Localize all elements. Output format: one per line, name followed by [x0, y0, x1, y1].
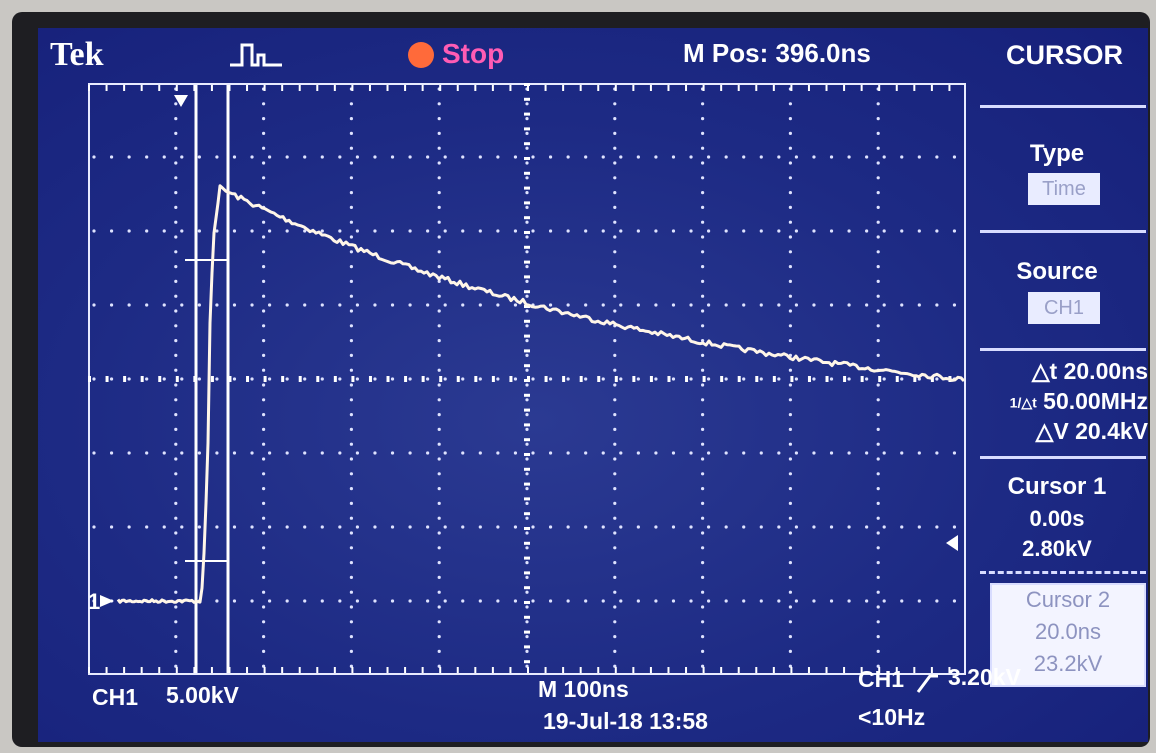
cursor1-value: 2.80kV: [1022, 536, 1092, 561]
trigger-frequency: <10Hz: [858, 704, 926, 730]
graticule-ticks: [88, 83, 952, 673]
cursor1-label[interactable]: Cursor 1: [1007, 473, 1107, 500]
inverse-delta-t-value: 50.00MHz: [1043, 388, 1148, 414]
trigger-pulse-icon: [230, 43, 282, 67]
oscilloscope-screen: Tek Stop M Pos: 396.0ns CURSOR 1 Type Ti…: [38, 28, 1148, 742]
status-bar: Tek Stop M Pos: 396.0ns CURSOR: [38, 28, 1148, 80]
trigger-level: 3.20kV: [948, 664, 1021, 690]
delta-v-readout: △V 20.4kV: [1035, 418, 1148, 444]
trigger-slope-icon: [916, 674, 938, 693]
ch1-label: CH1: [92, 684, 139, 710]
run-state: Stop: [442, 38, 505, 69]
menu-separator: [980, 230, 1146, 233]
date-time: 19-Jul-18 13:58: [543, 708, 708, 734]
horizontal-position: M Pos: 396.0ns: [683, 38, 871, 68]
waveform-display: 1: [88, 83, 966, 675]
side-menu: Type Time Source CH1 △t 20.00ns 1/△t 50.…: [966, 78, 1148, 688]
inverse-delta-t-icon: 1/△t: [1009, 394, 1037, 411]
menu-separator: [980, 348, 1146, 351]
cursor1-time: 0.00s: [1029, 506, 1085, 531]
type-value[interactable]: Time: [1028, 173, 1100, 205]
type-label[interactable]: Type: [1029, 140, 1085, 167]
menu-title: CURSOR: [1006, 40, 1124, 70]
stop-indicator-icon: [408, 42, 434, 68]
ch1-ground-arrow: [100, 595, 114, 607]
cursor2-label[interactable]: Cursor 2: [1025, 587, 1111, 612]
source-label[interactable]: Source: [1016, 258, 1098, 285]
bottom-status-bar: CH1 5.00kV M 100ns 19-Jul-18 13:58 CH1 3…: [38, 664, 1148, 742]
menu-separator: [980, 571, 1146, 574]
ch1-waveform: [116, 184, 966, 604]
cursor2-box[interactable]: Cursor 2 20.0ns 23.2kV: [990, 583, 1146, 687]
ch1-ground-marker: 1: [88, 589, 100, 614]
menu-separator: [980, 456, 1146, 459]
cursor2-time: 20.0ns: [1034, 619, 1102, 644]
trigger-position-marker: [174, 95, 188, 107]
menu-separator: [980, 105, 1146, 108]
trigger-source: CH1: [858, 666, 905, 692]
brand-logo: Tek: [50, 36, 104, 73]
source-value[interactable]: CH1: [1028, 292, 1100, 324]
delta-t-readout: △t 20.00ns: [1031, 358, 1148, 384]
inverse-delta-t-readout: 1/△t 50.00MHz: [978, 388, 1148, 415]
trigger-level-marker: [946, 535, 958, 551]
cursor2-value: 23.2kV: [1033, 651, 1103, 676]
ch1-scale: 5.00kV: [166, 682, 239, 708]
timebase: M 100ns: [538, 676, 629, 702]
